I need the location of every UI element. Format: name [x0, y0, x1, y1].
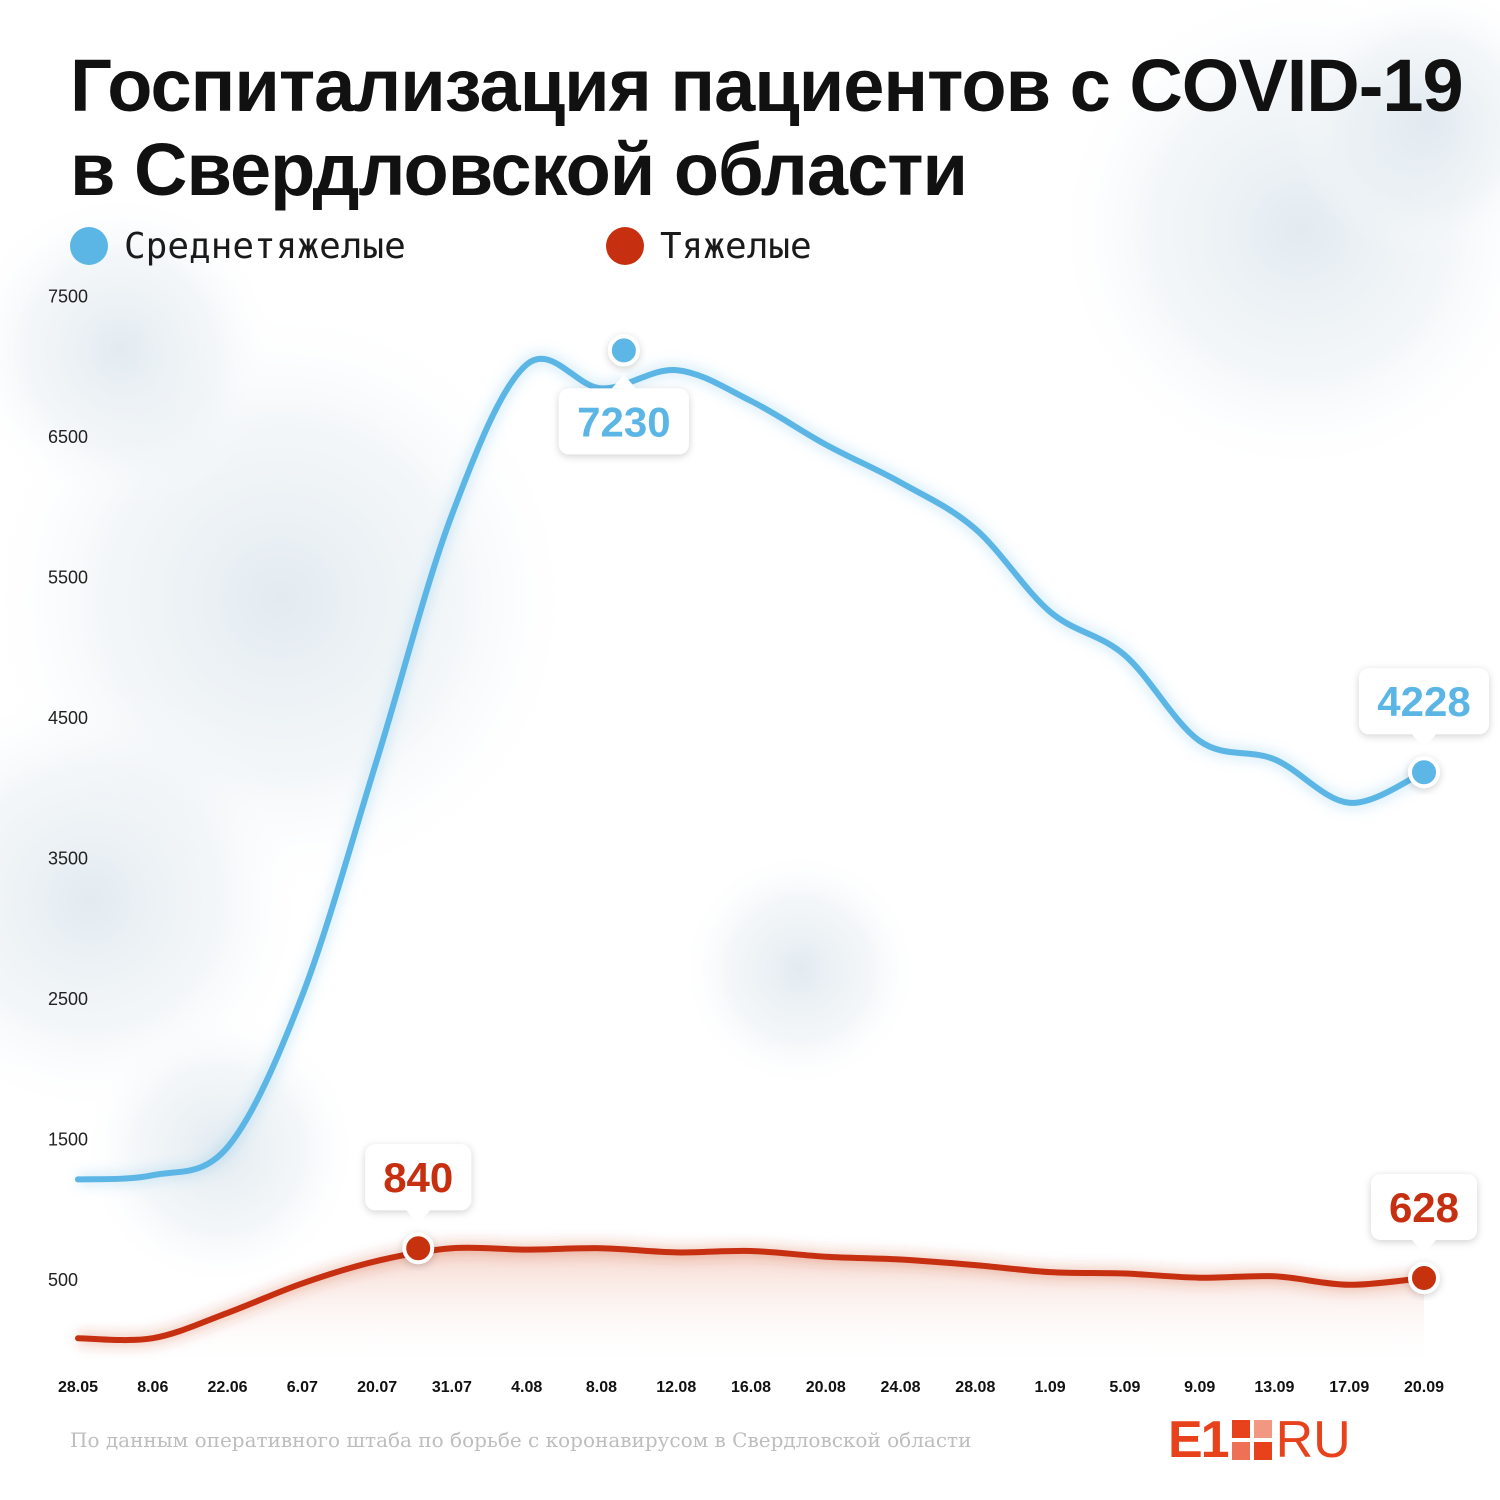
- x-tick-label: 8.06: [137, 1379, 168, 1396]
- callout-pointer: [611, 374, 636, 389]
- callout-pointer: [1412, 1240, 1436, 1255]
- x-tick-label: 20.07: [357, 1379, 397, 1396]
- callout-628: 628: [1371, 1174, 1477, 1295]
- callout-box: [1359, 668, 1489, 735]
- chart-title: Госпитализация пациентов с COVID-19 в Св…: [70, 44, 1464, 211]
- logo-e1-text: E1: [1168, 1411, 1230, 1469]
- source-note: По данным оперативного штаба по борьбе с…: [70, 1428, 972, 1452]
- x-axis: 28.05 8.06 22.06 6.07 20.07 31.07 4.08 8.08 12.0…: [58, 1379, 1444, 1396]
- e1-logo: E1 RU: [1168, 1410, 1351, 1470]
- callout-label: 7230: [577, 398, 670, 445]
- legend-dot-moderate-icon: [70, 227, 108, 265]
- callout-marker: [402, 1232, 435, 1265]
- y-tick-label: 3500: [48, 849, 88, 869]
- x-tick-label: 13.09: [1254, 1379, 1294, 1396]
- callout-box: [558, 388, 689, 455]
- x-tick-label: 6.07: [287, 1379, 318, 1396]
- callout-box: [365, 1144, 472, 1211]
- x-tick-label: 4.08: [511, 1379, 542, 1396]
- callout-marker: [1408, 1262, 1440, 1295]
- x-tick-label: 8.08: [586, 1379, 617, 1396]
- legend-item-severe: Тяжелые: [606, 225, 812, 267]
- callout-840: 840: [365, 1144, 472, 1265]
- x-tick-label: 20.09: [1404, 1379, 1444, 1396]
- legend-dot-severe-icon: [606, 227, 644, 265]
- x-tick-label: 28.08: [955, 1379, 995, 1396]
- callout-4228: 4228: [1359, 668, 1489, 789]
- callout-pointer: [1412, 734, 1436, 749]
- callout-box: [1371, 1174, 1477, 1241]
- callout-pointer: [406, 1210, 431, 1225]
- callout-label: 4228: [1377, 678, 1470, 725]
- legend-item-moderate: Среднетяжелые: [70, 225, 406, 267]
- callout-marker: [607, 334, 640, 367]
- x-tick-label: 22.06: [208, 1379, 248, 1396]
- callout-marker: [1408, 756, 1440, 789]
- y-tick-label: 1500: [48, 1130, 88, 1150]
- y-tick-label: 7500: [48, 287, 88, 307]
- logo-square-icon: [1231, 1420, 1272, 1460]
- y-tick-label: 2500: [48, 989, 88, 1009]
- x-tick-label: 17.09: [1329, 1379, 1369, 1396]
- x-tick-label: 24.08: [881, 1379, 921, 1396]
- callout-label: 840: [383, 1154, 453, 1201]
- x-tick-label: 31.07: [432, 1379, 472, 1396]
- y-tick-label: 4500: [48, 708, 88, 728]
- series-area-severe: [78, 1247, 1424, 1370]
- x-tick-label: 16.08: [731, 1379, 771, 1396]
- x-tick-label: 9.09: [1184, 1379, 1215, 1396]
- y-axis: 500 1500 2500 3500 4500 5500 6500 7500: [48, 287, 88, 1291]
- callout-7230: 7230: [558, 334, 689, 455]
- series-layer: [75, 351, 1428, 1370]
- legend-label-severe: Тяжелые: [660, 225, 812, 267]
- y-tick-label: 6500: [48, 427, 88, 447]
- y-tick-label: 5500: [48, 568, 88, 588]
- y-tick-label: 500: [48, 1270, 78, 1290]
- x-tick-label: 20.08: [806, 1379, 846, 1396]
- x-tick-label: 12.08: [656, 1379, 696, 1396]
- x-tick-label: 1.09: [1035, 1379, 1066, 1396]
- callout-label: 628: [1389, 1184, 1459, 1231]
- logo-ru-text: RU: [1275, 1411, 1351, 1469]
- x-tick-label: 28.05: [58, 1379, 98, 1396]
- x-tick-label: 5.09: [1109, 1379, 1140, 1396]
- series-line-moderate: [75, 355, 1427, 1183]
- callout-layer: 7230 4228 840 628: [365, 334, 1489, 1295]
- series-line-severe: [75, 1244, 1427, 1344]
- legend-label-moderate: Среднетяжелые: [124, 225, 406, 267]
